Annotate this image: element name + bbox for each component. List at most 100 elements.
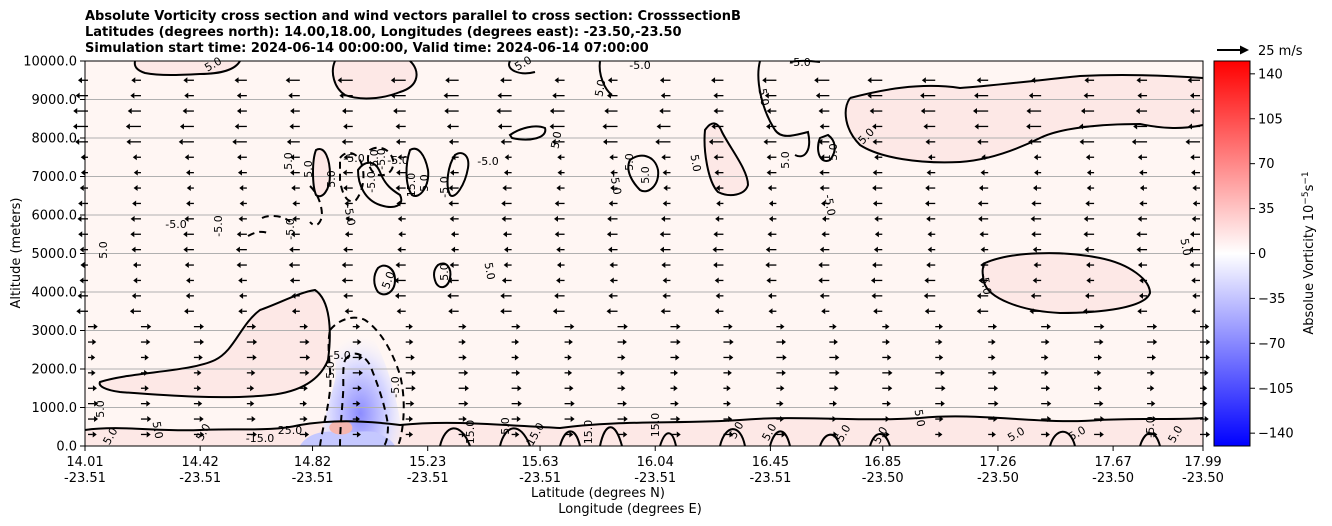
wind-vector xyxy=(458,400,469,407)
wind-vector xyxy=(289,246,300,253)
contour-label: 15.0 xyxy=(582,420,595,445)
wind-vector xyxy=(608,200,618,207)
wind-vector xyxy=(299,416,308,423)
contour-5-small-640 xyxy=(627,154,660,193)
wind-vector xyxy=(75,92,88,99)
wind-vector xyxy=(882,339,890,346)
wind-vector xyxy=(239,292,247,299)
wind-vector xyxy=(663,185,671,192)
wind-vector xyxy=(234,123,247,130)
contour-label: 5.0 xyxy=(639,166,652,184)
wind-vector xyxy=(1083,92,1095,99)
wind-vector xyxy=(602,138,618,145)
wind-vector xyxy=(604,108,618,115)
wind-vector xyxy=(713,92,724,99)
wind-vector xyxy=(444,108,459,115)
wind-vector xyxy=(343,123,353,130)
wind-vector xyxy=(246,400,255,407)
wind-vector xyxy=(564,354,572,361)
wind-vector xyxy=(1094,369,1102,376)
wind-vector xyxy=(564,369,573,376)
wind-vector xyxy=(398,231,406,238)
wind-vector xyxy=(289,123,300,130)
contour-label: -5.0 xyxy=(212,215,225,236)
wind-vector xyxy=(617,369,625,376)
contour-label: 5.0 xyxy=(368,149,381,167)
wind-vector xyxy=(978,215,989,222)
contour-5-top-center xyxy=(508,60,536,75)
wind-vector xyxy=(1191,215,1200,222)
wind-vector xyxy=(183,77,194,84)
wind-vector xyxy=(1085,200,1095,207)
colorbar: 140 105 70 35 0 −35 −70 −105 −140 Absolue Vortic… xyxy=(1213,60,1317,447)
contour-label: 5.0 xyxy=(779,151,792,169)
wind-vector xyxy=(1139,185,1148,192)
wind-vector xyxy=(1191,169,1200,176)
wind-vector xyxy=(130,92,141,99)
wind-vector xyxy=(1147,369,1155,376)
wind-vector xyxy=(343,154,353,161)
wind-vector xyxy=(776,400,784,407)
x-tick-label-lon: -23.50 xyxy=(1182,471,1224,486)
wind-vector xyxy=(610,169,618,176)
wind-vector xyxy=(234,77,247,84)
wind-vector xyxy=(723,416,733,423)
wind-vector xyxy=(564,416,575,423)
wind-vector xyxy=(345,215,353,222)
wind-vector xyxy=(923,292,936,299)
wind-vector xyxy=(458,385,469,392)
wind-vector xyxy=(712,246,724,253)
wind-vector xyxy=(927,231,936,238)
wind-vector xyxy=(818,277,830,284)
wind-vector xyxy=(458,369,469,376)
wind-vector xyxy=(821,215,830,222)
colorbar-bar xyxy=(1213,60,1251,447)
wind-vector xyxy=(607,215,618,222)
wind-vector xyxy=(925,138,936,145)
colorbar-tick-label: −70 xyxy=(1258,337,1285,352)
wind-vector xyxy=(763,138,777,145)
wind-vector xyxy=(396,169,406,176)
wind-vector xyxy=(285,77,300,84)
colorbar-tick-label: 0 xyxy=(1258,247,1266,262)
contour-5-mid-440 xyxy=(432,262,452,289)
wind-vector xyxy=(872,138,883,145)
wind-vector xyxy=(458,416,467,423)
wind-vector xyxy=(395,262,406,269)
wind-vector xyxy=(776,431,786,438)
x-tick-label-lat: 14.01 xyxy=(66,455,103,470)
wind-vector xyxy=(1079,123,1095,130)
wind-vector xyxy=(511,385,522,392)
wind-vector xyxy=(291,292,300,299)
wind-vector xyxy=(981,154,989,161)
wind-vector xyxy=(140,416,152,423)
wind-vector xyxy=(236,92,247,99)
contour-label: -5.0 xyxy=(821,193,838,216)
wind-vector xyxy=(130,215,141,222)
wind-vector xyxy=(552,92,565,99)
wind-vector xyxy=(1094,323,1105,330)
wind-vector xyxy=(246,323,257,330)
wind-vector xyxy=(927,246,936,253)
wind-vector xyxy=(723,323,733,330)
contour-label: 5.0 xyxy=(302,160,315,178)
x-tick-label-lat: 17.26 xyxy=(979,455,1016,470)
wind-vector xyxy=(447,277,459,284)
wind-vector xyxy=(88,369,96,376)
wind-vector xyxy=(554,292,565,299)
wind-vector xyxy=(446,123,459,130)
x-tick-label-lat: 14.42 xyxy=(182,455,219,470)
wind-vector xyxy=(564,339,573,346)
wind-vector xyxy=(656,123,671,130)
wind-vector xyxy=(606,92,618,99)
wind-vector xyxy=(390,77,406,84)
wind-vector xyxy=(125,123,141,130)
wind-vector xyxy=(976,292,989,299)
wind-vector xyxy=(88,400,99,407)
wind-vector xyxy=(711,77,724,84)
x-tick-label-lat: 15.23 xyxy=(409,455,446,470)
wind-vector xyxy=(341,262,353,269)
y-axis: 0.0 1000.0 2000.0 3000.0 4000.0 5000.0 6000.0 7… xyxy=(23,55,85,455)
wind-vector xyxy=(617,416,628,423)
wind-vector xyxy=(184,92,194,99)
